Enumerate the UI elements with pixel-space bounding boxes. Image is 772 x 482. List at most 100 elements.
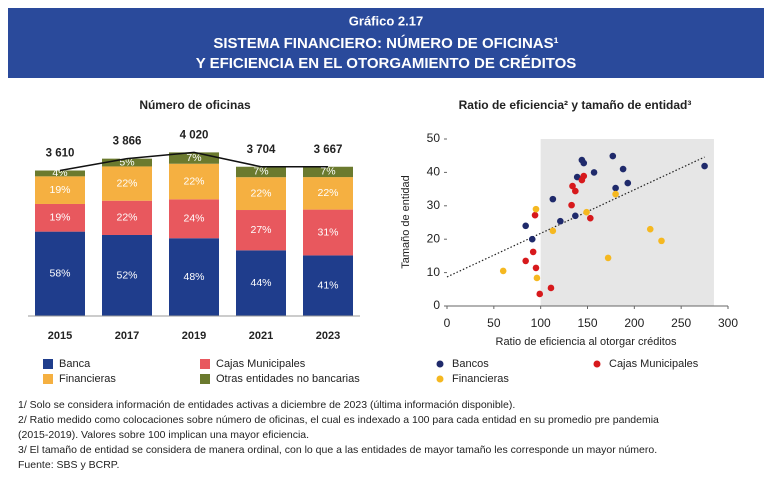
- point: [533, 274, 541, 282]
- bar-segment: [35, 176, 85, 204]
- bar-segment: [102, 234, 152, 316]
- data-label: 7%: [186, 152, 201, 164]
- bar-segment: [35, 170, 85, 177]
- y-tick-label: 0: [433, 298, 440, 312]
- legend-label: Financieras: [452, 373, 509, 385]
- legend-label: Banca: [59, 358, 91, 370]
- point: [529, 248, 537, 256]
- point: [557, 217, 564, 225]
- total-label: 3 610: [46, 148, 75, 160]
- legend-swatch: [200, 359, 210, 369]
- point: [569, 182, 576, 190]
- data-label: 48%: [183, 271, 204, 283]
- bar-segment: [169, 199, 219, 239]
- figure-title: Y EFICIENCIA EN EL OTORGAMIENTO DE CRÉDI…: [196, 55, 577, 72]
- point: [701, 162, 708, 170]
- bar-segment: [236, 250, 286, 316]
- x-tick-label: 250: [671, 316, 691, 330]
- legend-label: Financieras: [59, 373, 116, 385]
- x-tick-label: 150: [577, 316, 597, 330]
- x-tick-label: 2015: [48, 330, 72, 342]
- bar-segment: [303, 255, 353, 316]
- bar-segment: [303, 209, 353, 256]
- total-line: [59, 151, 329, 172]
- bar-segment: [35, 203, 85, 232]
- legend-swatch: [43, 374, 53, 384]
- legend-label: Cajas Municipales: [216, 358, 306, 370]
- x-tick-label: 200: [624, 316, 644, 330]
- point: [536, 290, 544, 298]
- data-label: 7%: [253, 166, 268, 178]
- x-tick-label: 100: [531, 316, 551, 330]
- point: [587, 214, 594, 222]
- point: [531, 211, 539, 219]
- chart-title: Número de oficinas: [139, 98, 251, 112]
- footnote: Fuente: SBS y BCRP.: [18, 459, 119, 471]
- point: [532, 264, 540, 272]
- point: [612, 184, 619, 192]
- footnote: 1/ Solo se considera información de enti…: [18, 399, 515, 411]
- y-tick-label: 10: [427, 265, 441, 279]
- point: [549, 227, 557, 235]
- point: [624, 179, 632, 187]
- data-label: 7%: [320, 166, 335, 178]
- data-label: 41%: [317, 279, 338, 291]
- x-tick-label: 300: [718, 316, 738, 330]
- data-label: 19%: [49, 212, 70, 224]
- data-label: 22%: [116, 212, 137, 224]
- point: [522, 257, 529, 265]
- bar-segment: [35, 231, 85, 316]
- data-label: 24%: [183, 213, 204, 225]
- bar-segment: [102, 158, 152, 167]
- x-tick-label: 2019: [182, 330, 206, 342]
- point: [619, 165, 627, 173]
- footnote: (2015-2019). Valores sobre 100 implican …: [18, 429, 309, 441]
- bar-segment: [169, 163, 219, 200]
- point: [499, 267, 507, 275]
- y-tick-label: 50: [427, 131, 441, 145]
- total-label: 3 866: [113, 136, 142, 148]
- data-label: 22%: [317, 187, 338, 199]
- data-label: 52%: [116, 269, 137, 281]
- data-label: 22%: [183, 175, 204, 187]
- bar-segment: [236, 210, 286, 251]
- point: [590, 169, 598, 176]
- bar-segment: [303, 166, 353, 178]
- x-tick-label: 0: [444, 316, 451, 330]
- legend-swatch: [43, 359, 53, 369]
- point: [532, 205, 540, 213]
- point: [572, 212, 579, 220]
- data-label: 31%: [317, 226, 338, 238]
- x-axis-label: Ratio de eficiencia al otorgar créditos: [496, 336, 677, 348]
- point: [658, 237, 665, 245]
- header-band: [8, 8, 764, 78]
- y-tick-label: 20: [427, 231, 441, 245]
- point: [604, 254, 612, 262]
- legend-label: Cajas Municipales: [609, 358, 699, 370]
- y-tick-label: 30: [427, 198, 441, 212]
- chart-title: Ratio de eficiencia² y tamaño de entidad…: [459, 98, 692, 112]
- point: [583, 208, 590, 216]
- legend-marker: [436, 375, 444, 383]
- figure-title: SISTEMA FINANCIERO: NÚMERO DE OFICINAS¹: [213, 34, 558, 52]
- shaded-region: [540, 139, 714, 306]
- x-tick-label: 2017: [115, 330, 139, 342]
- legend-swatch: [200, 374, 210, 384]
- bar-segment: [169, 152, 219, 164]
- footnote: 2/ Ratio medido como colocaciones sobre …: [18, 414, 659, 426]
- legend-label: Bancos: [452, 358, 489, 370]
- data-label: 44%: [250, 277, 271, 289]
- legend-marker: [436, 360, 444, 368]
- point: [580, 172, 588, 180]
- point: [549, 195, 557, 203]
- bar-segment: [102, 166, 152, 201]
- bar-segment: [236, 166, 286, 178]
- legend-label: Otras entidades no bancarias: [216, 373, 360, 385]
- data-label: 27%: [250, 224, 271, 236]
- total-label: 3 667: [314, 144, 343, 156]
- point: [646, 225, 654, 233]
- total-label: 3 704: [247, 144, 276, 156]
- data-label: 58%: [49, 268, 70, 280]
- point: [609, 152, 617, 160]
